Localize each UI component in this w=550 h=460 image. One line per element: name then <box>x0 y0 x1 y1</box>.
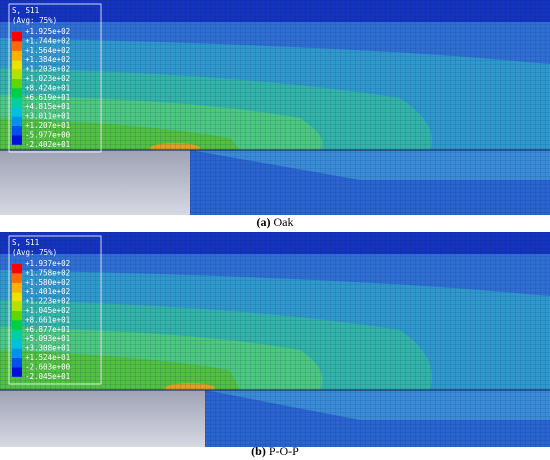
panel: S, S11(Avg: 75%)+1.937e+02+1.758e+02+1.5… <box>0 232 550 447</box>
legend-value: +1.564e+02 <box>25 46 70 55</box>
legend-subtitle: (Avg: 75%) <box>12 248 57 257</box>
caption: (a) Oak <box>257 215 294 229</box>
legend-value: +1.045e+02 <box>25 306 70 315</box>
caption-text: Oak <box>274 215 294 229</box>
mesh <box>205 390 550 447</box>
caption: (b) P-O-P <box>251 444 299 458</box>
legend-value: +1.223e+02 <box>25 297 70 306</box>
legend-value: +1.580e+02 <box>25 278 70 287</box>
legend-swatch <box>12 301 22 311</box>
legend-value: +8.424e+01 <box>25 83 70 92</box>
legend-swatch <box>12 292 22 302</box>
legend-swatch <box>12 69 22 79</box>
legend-swatch <box>12 50 22 61</box>
legend-swatch <box>12 107 22 117</box>
legend-value: +1.925e+02 <box>25 27 70 36</box>
legend-value: +5.093e+01 <box>25 334 70 343</box>
legend-value: +1.744e+02 <box>25 36 70 45</box>
legend-value: +6.619e+01 <box>25 93 70 102</box>
legend-value: -2.603e+00 <box>25 362 71 371</box>
legend-value: +3.308e+01 <box>25 344 70 353</box>
legend-swatch <box>12 320 22 330</box>
legend-swatch <box>12 88 22 98</box>
legend-value: +1.203e+02 <box>25 65 70 74</box>
legend-swatch <box>12 79 22 89</box>
legend-value: +6.877e+01 <box>25 325 70 334</box>
legend-swatch <box>12 273 22 283</box>
panel: S, S11(Avg: 75%) +1.925e+02+1.744e+02+1.5… <box>0 0 550 215</box>
legend-swatch <box>12 32 22 42</box>
caption-label: (a) <box>257 215 271 229</box>
legend-swatch <box>12 116 22 126</box>
legend-value: +1.937e+02 <box>25 259 70 268</box>
legend-swatch <box>12 135 22 145</box>
legend-swatch <box>12 358 22 368</box>
caption-text: P-O-P <box>269 444 299 458</box>
legend-value: -2.045e+01 <box>25 372 70 381</box>
legend-swatch <box>12 339 22 349</box>
support <box>0 150 190 215</box>
legend-value: -5.977e+00 <box>25 130 71 139</box>
legend-box <box>8 235 102 385</box>
legend-swatch <box>12 329 22 340</box>
legend-swatch <box>12 97 22 108</box>
mesh <box>0 0 550 150</box>
mesh <box>0 232 550 390</box>
legend-value: +1.401e+02 <box>25 287 70 296</box>
legend-title: S, S11 <box>12 238 39 247</box>
legend-value: +3.011e+01 <box>25 112 70 121</box>
support <box>0 390 205 447</box>
legend-value: +1.384e+02 <box>25 55 70 64</box>
legend-box <box>8 3 102 153</box>
legend-value: +1.758e+02 <box>25 268 70 277</box>
legend-swatch <box>12 264 22 274</box>
legend-swatch <box>12 367 22 377</box>
legend-swatch <box>12 41 22 51</box>
legend-value: +1.524e+01 <box>25 353 70 362</box>
legend-swatch <box>12 126 22 136</box>
caption-label: (b) <box>251 444 266 458</box>
legend-swatch <box>12 311 22 321</box>
legend-value: +1.023e+02 <box>25 74 70 83</box>
mesh <box>190 150 550 215</box>
legend-title: S, S11 <box>12 6 39 15</box>
legend-value: +4.815e+01 <box>25 102 70 111</box>
legend-value: -2.402e+01 <box>25 140 70 149</box>
legend-swatch <box>12 348 22 358</box>
legend-subtitle: (Avg: 75%) <box>12 16 57 25</box>
legend-swatch <box>12 282 22 293</box>
legend-value: +8.661e+01 <box>25 315 70 324</box>
legend-value: +1.207e+01 <box>25 121 70 130</box>
legend-swatch <box>12 60 22 70</box>
